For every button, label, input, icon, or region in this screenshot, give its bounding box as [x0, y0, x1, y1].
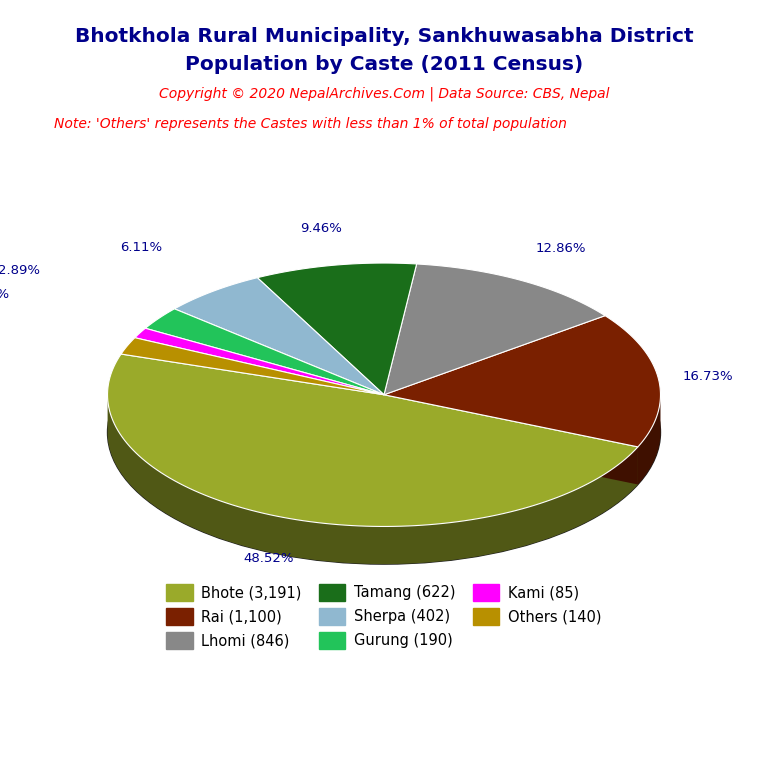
Text: 12.86%: 12.86%	[535, 242, 586, 255]
Text: 16.73%: 16.73%	[683, 370, 733, 383]
Text: Copyright © 2020 NepalArchives.Com | Data Source: CBS, Nepal: Copyright © 2020 NepalArchives.Com | Dat…	[159, 86, 609, 101]
Polygon shape	[257, 263, 416, 395]
Text: 48.52%: 48.52%	[243, 552, 294, 565]
Polygon shape	[135, 328, 384, 395]
Polygon shape	[384, 395, 638, 485]
Text: Population by Caste (2011 Census): Population by Caste (2011 Census)	[185, 55, 583, 74]
Text: 2.89%: 2.89%	[0, 264, 41, 277]
Text: 9.46%: 9.46%	[300, 223, 342, 235]
Text: Bhotkhola Rural Municipality, Sankhuwasabha District: Bhotkhola Rural Municipality, Sankhuwasa…	[74, 27, 694, 46]
Text: Note: 'Others' represents the Castes with less than 1% of total population: Note: 'Others' represents the Castes wit…	[54, 117, 567, 131]
Polygon shape	[121, 338, 384, 395]
Polygon shape	[174, 278, 384, 395]
Polygon shape	[384, 264, 605, 395]
Polygon shape	[638, 396, 660, 485]
Polygon shape	[145, 309, 384, 395]
Polygon shape	[384, 395, 638, 485]
Polygon shape	[108, 398, 638, 564]
Polygon shape	[384, 316, 660, 447]
Ellipse shape	[108, 301, 660, 564]
Text: 1.29%: 1.29%	[0, 288, 9, 301]
Polygon shape	[108, 354, 638, 526]
Legend: Bhote (3,191), Rai (1,100), Lhomi (846), Tamang (622), Sherpa (402), Gurung (190: Bhote (3,191), Rai (1,100), Lhomi (846),…	[159, 577, 609, 657]
Text: 6.11%: 6.11%	[120, 241, 162, 254]
